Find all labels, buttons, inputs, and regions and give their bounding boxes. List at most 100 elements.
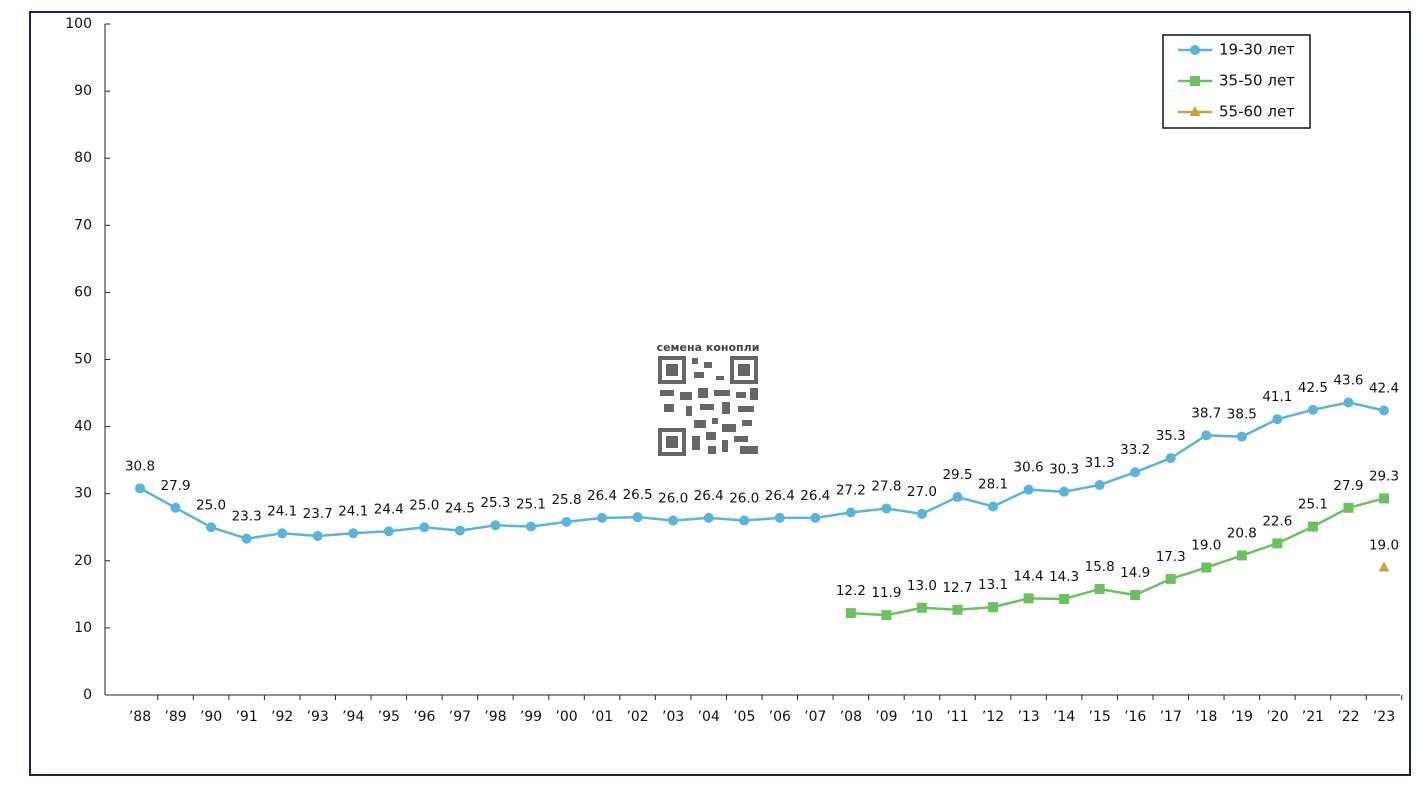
x-tick-label: ’96 xyxy=(413,709,435,725)
x-tick-label: ’22 xyxy=(1337,709,1359,725)
x-tick-label: ’14 xyxy=(1053,709,1075,725)
point xyxy=(1343,502,1354,513)
point xyxy=(988,602,999,613)
data-label: 43.6 xyxy=(1333,372,1363,388)
point xyxy=(1272,538,1283,549)
data-label: 26.4 xyxy=(587,488,617,504)
x-tick-label: ’23 xyxy=(1373,709,1395,725)
data-label: 25.0 xyxy=(409,497,439,513)
point xyxy=(916,602,927,613)
point xyxy=(988,501,999,512)
data-label: 28.1 xyxy=(978,476,1008,492)
data-label: 38.7 xyxy=(1191,405,1221,421)
data-label: 14.4 xyxy=(1014,568,1044,584)
x-tick-label: ’92 xyxy=(271,709,293,725)
data-label: 25.1 xyxy=(516,497,546,513)
legend-marker xyxy=(1190,76,1200,86)
x-tick-label: ’08 xyxy=(840,709,862,725)
point xyxy=(1272,414,1283,425)
data-label: 17.3 xyxy=(1156,549,1186,565)
x-tick-label: ’94 xyxy=(342,709,364,725)
point xyxy=(1201,430,1212,441)
legend-marker xyxy=(1190,45,1200,55)
x-tick-label: ’12 xyxy=(982,709,1004,725)
legend-label: 35-50 лет xyxy=(1219,72,1295,90)
data-label: 24.4 xyxy=(374,501,404,517)
x-tick-label: ’16 xyxy=(1124,709,1146,725)
point xyxy=(454,525,465,536)
x-tick-label: ’13 xyxy=(1017,709,1039,725)
point xyxy=(1379,493,1389,504)
x-tick-label: ’03 xyxy=(662,709,684,725)
data-label: 26.4 xyxy=(694,488,724,504)
point xyxy=(632,512,643,523)
point xyxy=(312,530,323,541)
data-label: 35.3 xyxy=(1156,428,1186,444)
point xyxy=(845,507,856,518)
data-label: 13.0 xyxy=(907,578,937,594)
point xyxy=(952,604,963,615)
point xyxy=(383,526,394,537)
point xyxy=(1023,593,1034,604)
data-label: 27.9 xyxy=(1333,478,1363,494)
x-tick-label: ’04 xyxy=(698,709,720,725)
data-label: 22.6 xyxy=(1262,513,1292,529)
y-tick-label: 60 xyxy=(74,284,92,300)
data-label: 15.8 xyxy=(1085,559,1115,575)
data-label: 30.6 xyxy=(1014,460,1044,476)
point xyxy=(810,512,821,523)
y-tick-label: 80 xyxy=(74,150,92,166)
x-tick-label: ’09 xyxy=(875,709,897,725)
point xyxy=(525,521,536,532)
data-label: 14.9 xyxy=(1120,565,1150,581)
data-label: 25.1 xyxy=(1298,497,1328,513)
point xyxy=(241,533,252,544)
point xyxy=(135,483,145,494)
y-tick-label: 40 xyxy=(74,419,92,435)
point xyxy=(881,610,892,621)
data-label: 14.3 xyxy=(1049,569,1079,585)
x-tick-label: ’17 xyxy=(1160,709,1182,725)
watermark-text: семена конопли xyxy=(657,341,760,354)
watermark-qr: семена конопли xyxy=(657,341,760,456)
x-tick-label: ’88 xyxy=(129,709,151,725)
x-tick-label: ’07 xyxy=(804,709,826,725)
point xyxy=(419,522,430,533)
x-tick-label: ’97 xyxy=(449,709,471,725)
data-label: 13.1 xyxy=(978,577,1008,593)
data-label: 27.0 xyxy=(907,484,937,500)
x-tick-label: ’00 xyxy=(555,709,577,725)
x-tick-label: ’19 xyxy=(1231,709,1253,725)
point xyxy=(277,528,288,539)
point xyxy=(206,522,217,533)
y-tick-label: 20 xyxy=(74,553,92,569)
x-tick-label: ’90 xyxy=(200,709,222,725)
series-line xyxy=(850,497,1385,617)
point xyxy=(774,512,785,523)
x-tick-label: ’99 xyxy=(520,709,542,725)
x-tick-label: ’18 xyxy=(1195,709,1217,725)
point xyxy=(1023,484,1034,495)
data-label: 33.2 xyxy=(1120,442,1150,458)
point xyxy=(703,512,714,523)
data-label: 27.8 xyxy=(871,478,901,494)
point xyxy=(1379,405,1389,416)
point xyxy=(1130,590,1141,601)
data-label: 29.5 xyxy=(942,467,972,483)
y-tick-label: 90 xyxy=(74,83,92,99)
data-label: 29.3 xyxy=(1369,468,1399,484)
y-tick-label: 70 xyxy=(74,217,92,233)
x-tick-label: ’05 xyxy=(733,709,755,725)
series-line xyxy=(139,401,1385,540)
data-label: 19.0 xyxy=(1369,538,1399,554)
data-label: 27.2 xyxy=(836,482,866,498)
point xyxy=(1343,397,1354,408)
data-label: 26.0 xyxy=(729,491,759,507)
legend-marker xyxy=(1189,106,1201,116)
x-tick-label: ’10 xyxy=(911,709,933,725)
x-tick-label: ’06 xyxy=(769,709,791,725)
data-label: 11.9 xyxy=(871,585,901,601)
point xyxy=(1307,521,1318,532)
